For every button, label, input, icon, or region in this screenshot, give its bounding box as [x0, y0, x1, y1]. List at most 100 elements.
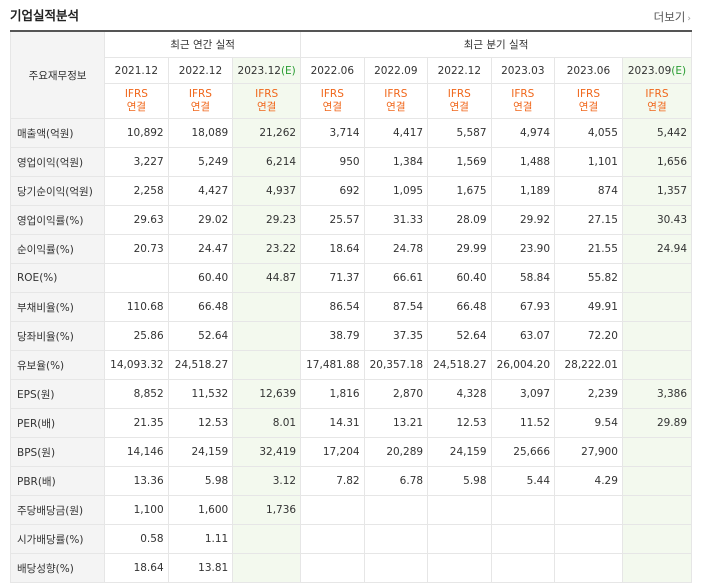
value-cell: 60.40	[167, 263, 234, 293]
value-cell: 8,852	[104, 379, 169, 409]
value-cell: 21.35	[104, 408, 169, 438]
annual-group-header: 최근 연간 실적	[104, 30, 302, 58]
ifrs-header: IFRS 연결	[554, 83, 623, 119]
more-link[interactable]: 더보기 ›	[654, 9, 691, 25]
value-cell: 25,666	[490, 437, 556, 467]
value-cell: 1,101	[554, 147, 623, 177]
value-cell: 71.37	[300, 263, 365, 293]
value-cell: 52.64	[427, 321, 492, 351]
value-cell: 58.84	[490, 263, 556, 293]
value-cell: 29.92	[490, 205, 556, 235]
value-cell: 24,159	[427, 437, 492, 467]
period-header: 2023.12(E)	[232, 57, 302, 84]
consolidated-label: 연결	[190, 101, 211, 113]
value-cell: 1,569	[427, 147, 492, 177]
period-header: 2023.03	[490, 57, 556, 84]
value-cell	[232, 321, 302, 351]
value-cell: 1,189	[490, 176, 556, 206]
value-cell: 1.11	[167, 524, 234, 554]
value-cell	[232, 524, 302, 554]
value-cell: 0.58	[104, 524, 169, 554]
ifrs-label: IFRS	[645, 88, 669, 100]
row-label: 영업이익률(%)	[9, 205, 106, 235]
value-cell: 4,417	[363, 118, 429, 148]
table-row: 주당배당금(원) 1,100 1,600 1,736	[9, 495, 693, 525]
value-cell	[300, 495, 365, 525]
value-cell: 14.31	[300, 408, 365, 438]
value-cell: 8.01	[232, 408, 302, 438]
value-cell	[104, 263, 169, 293]
row-label: EPS(원)	[9, 379, 106, 409]
ifrs-header: IFRS 연결	[621, 83, 693, 119]
value-cell	[232, 553, 302, 583]
value-cell: 55.82	[554, 263, 623, 293]
value-cell: 4,055	[554, 118, 623, 148]
value-cell: 1,816	[300, 379, 365, 409]
row-label: PER(배)	[9, 408, 106, 438]
period-label: 2023.06	[566, 64, 611, 77]
value-cell: 17,481.88	[300, 350, 365, 380]
table-row: 매출액(억원) 10,892 18,089 21,262 3,714 4,417 5,587…	[9, 118, 693, 148]
value-cell: 4,974	[490, 118, 556, 148]
value-cell	[621, 437, 693, 467]
ifrs-label: IFRS	[384, 88, 408, 100]
ifrs-header: IFRS 연결	[167, 83, 234, 119]
value-cell: 692	[300, 176, 365, 206]
value-cell: 3.12	[232, 466, 302, 496]
ifrs-header: IFRS 연결	[490, 83, 556, 119]
ifrs-label: IFRS	[124, 88, 148, 100]
value-cell: 28,222.01	[554, 350, 623, 380]
period-label: 2023.12	[237, 64, 281, 77]
value-cell: 9.54	[554, 408, 623, 438]
value-cell: 63.07	[490, 321, 556, 351]
period-label: 2022.12	[437, 64, 482, 77]
value-cell: 4.29	[554, 466, 623, 496]
period-header: 2022.09	[363, 57, 429, 84]
value-cell: 66.48	[167, 292, 234, 322]
value-cell: 67.93	[490, 292, 556, 322]
value-cell: 24,518.27	[427, 350, 492, 380]
value-cell: 874	[554, 176, 623, 206]
value-cell: 24,159	[167, 437, 234, 467]
value-cell: 31.33	[363, 205, 429, 235]
table-row: ROE(%) 60.40 44.87 71.37 66.61 60.40 58.84 55.8…	[9, 263, 693, 293]
row-label: ROE(%)	[9, 263, 106, 293]
value-cell: 13.36	[104, 466, 169, 496]
ifrs-header: IFRS 연결	[232, 83, 302, 119]
period-label: 2022.12	[178, 64, 223, 77]
table-row: 영업이익(억원) 3,227 5,249 6,214 950 1,384 1,569 1,48…	[9, 147, 693, 177]
value-cell: 38.79	[300, 321, 365, 351]
value-cell	[232, 292, 302, 322]
value-cell: 3,386	[621, 379, 693, 409]
value-cell	[300, 553, 365, 583]
value-cell	[554, 524, 623, 554]
value-cell: 10,892	[104, 118, 169, 148]
value-cell: 24.94	[621, 234, 693, 264]
financial-table: 주요재무정보 최근 연간 실적 최근 분기 실적 2021.12 2022.12 2…	[9, 30, 693, 583]
value-cell	[621, 292, 693, 322]
value-cell: 5,442	[621, 118, 693, 148]
period-header: 2023.09(E)	[621, 57, 693, 84]
value-cell: 25.57	[300, 205, 365, 235]
estimate-mark: (E)	[671, 64, 687, 77]
ifrs-header: IFRS 연결	[104, 83, 169, 119]
value-cell: 1,384	[363, 147, 429, 177]
value-cell: 12.53	[427, 408, 492, 438]
value-cell: 72.20	[554, 321, 623, 351]
value-cell: 25.86	[104, 321, 169, 351]
value-cell	[621, 466, 693, 496]
value-cell: 1,600	[167, 495, 234, 525]
ifrs-label: IFRS	[320, 88, 344, 100]
row-label: 부채비율(%)	[9, 292, 106, 322]
period-label: 2023.09	[627, 64, 672, 77]
consolidated-label: 연결	[256, 101, 277, 113]
value-cell: 14,093.32	[104, 350, 169, 380]
ifrs-header: IFRS 연결	[363, 83, 429, 119]
value-cell: 1,488	[490, 147, 556, 177]
value-cell	[490, 553, 556, 583]
value-cell	[363, 524, 429, 554]
ifrs-label: IFRS	[255, 88, 279, 100]
row-label: 매출액(억원)	[9, 118, 106, 148]
consolidated-label: 연결	[578, 101, 599, 113]
value-cell: 20,289	[363, 437, 429, 467]
